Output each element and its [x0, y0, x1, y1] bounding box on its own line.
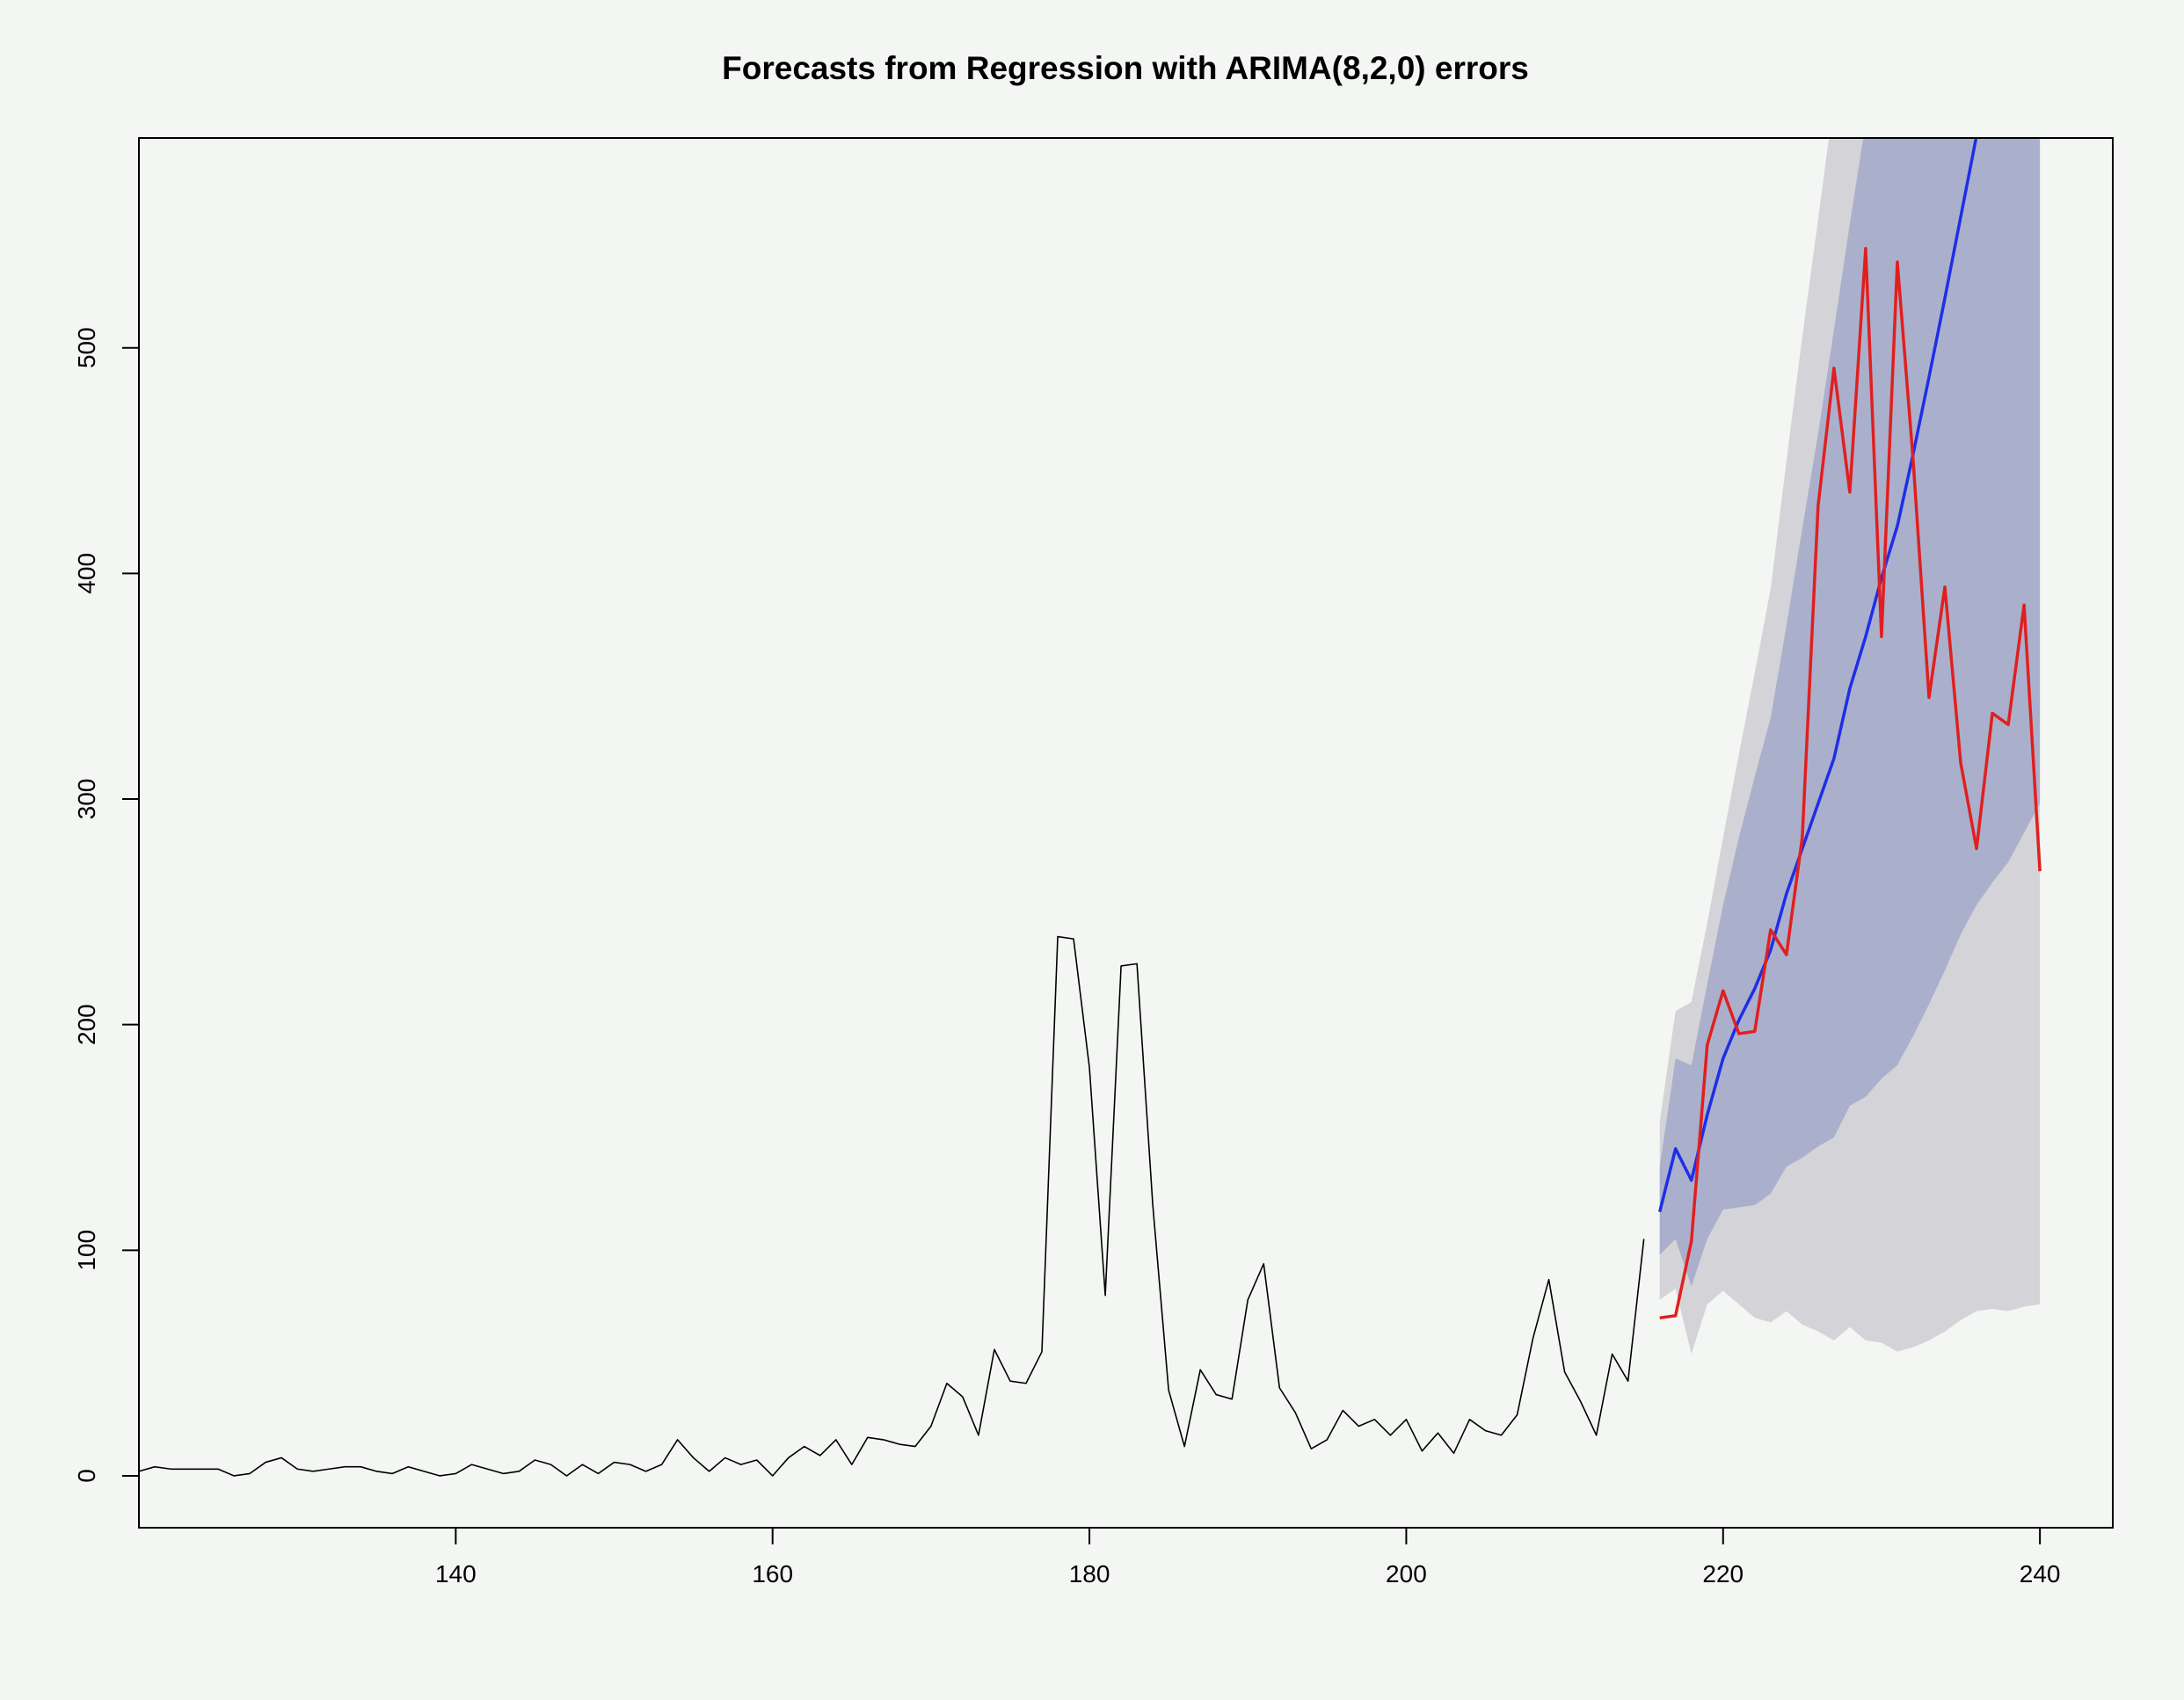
x-tick-label: 160: [752, 1560, 793, 1587]
y-tick-label: 300: [73, 779, 100, 820]
y-tick-label: 200: [73, 1004, 100, 1045]
x-tick-label: 180: [1069, 1560, 1110, 1587]
plot-frame: [138, 137, 2114, 1529]
prediction-interval: [1659, 138, 2041, 1287]
series-line: [139, 935, 1645, 1477]
plot-area: [139, 138, 2042, 1477]
y-tick-label: 400: [73, 553, 100, 594]
x-tick-label: 240: [2020, 1560, 2061, 1587]
series-line: [1658, 138, 1978, 1213]
x-tick-label: 140: [435, 1560, 477, 1587]
x-tick-label: 200: [1386, 1560, 1427, 1587]
y-tick-label: 500: [73, 327, 100, 368]
y-tick-label: 0: [73, 1469, 100, 1483]
series-line: [1659, 247, 2042, 1320]
y-tick-label: 100: [73, 1230, 100, 1271]
chart-title: Forecasts from Regression with ARIMA(8,2…: [722, 50, 1529, 86]
x-tick-label: 220: [1702, 1560, 1744, 1587]
